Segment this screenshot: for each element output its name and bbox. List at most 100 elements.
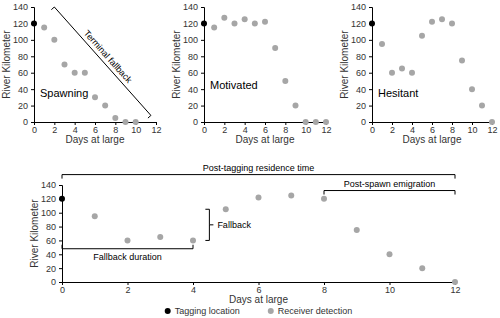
point (323, 119, 329, 125)
y-tick: 20 (356, 101, 372, 111)
x-tick-label: 10 (131, 125, 141, 135)
y-tick-label: 140 (13, 2, 28, 12)
point (112, 115, 118, 121)
y-tick-label: 20 (46, 264, 56, 274)
x-tick-label: 0 (370, 125, 375, 135)
series (369, 20, 375, 26)
point (429, 19, 435, 25)
y-tick: 40 (46, 250, 62, 260)
y-tick: 60 (188, 68, 204, 78)
y-tick-mark (31, 89, 34, 90)
point (211, 25, 217, 31)
x-tick-label: 0 (32, 125, 37, 135)
y-tick: 120 (183, 19, 204, 29)
x-tick-label: 12 (487, 125, 497, 135)
point (479, 103, 485, 109)
point (201, 20, 207, 26)
panel-title: Spawning (40, 87, 88, 99)
x-tick: 12 (151, 122, 161, 135)
x-axis-title: Days at large (236, 134, 295, 145)
y-tick: 100 (183, 35, 204, 45)
point (92, 213, 98, 219)
annotation: Post-spawn emigration (324, 179, 455, 195)
x-tick: 10 (467, 122, 477, 135)
y-tick: 120 (41, 194, 62, 204)
series (201, 20, 207, 26)
series (41, 25, 138, 125)
legend-marker (268, 308, 274, 314)
y-tick-label: 100 (351, 35, 366, 45)
y-tick: 140 (41, 180, 62, 190)
x-tick-label: 12 (450, 285, 460, 295)
annotation-bracket (205, 209, 213, 240)
x-tick-label: 12 (151, 125, 161, 135)
x-tick: 0 (60, 282, 65, 295)
series (31, 20, 37, 26)
marks (31, 20, 139, 125)
point (489, 119, 495, 125)
y-tick-mark (201, 122, 204, 123)
y-tick-label: 80 (46, 222, 56, 232)
y-tick-mark (369, 122, 372, 123)
y-tick: 40 (356, 85, 372, 95)
y-tick: 100 (13, 35, 34, 45)
x-tick-label: 10 (301, 125, 311, 135)
y-axis-title: River Kilometer (1, 30, 12, 99)
point (51, 37, 57, 43)
annotation-bracket (324, 191, 455, 195)
x-tick-label: 8 (322, 285, 327, 295)
point (409, 70, 415, 76)
y-tick: 120 (13, 19, 34, 29)
annotation-text: Post-tagging residence time (203, 163, 315, 173)
y-tick-mark (201, 56, 204, 57)
y-axis: 020406080100120140 (13, 2, 35, 127)
x-tick: 8 (322, 282, 327, 295)
panel-title: Motivated (210, 79, 258, 91)
y-axis-title: River Kilometer (171, 30, 182, 99)
point (313, 119, 319, 125)
y-tick: 20 (46, 264, 62, 274)
series (211, 15, 329, 125)
point (354, 227, 360, 233)
y-tick-mark (369, 7, 372, 8)
y-tick: 40 (18, 85, 34, 95)
y-tick-mark (31, 122, 34, 123)
y-tick-label: 80 (18, 52, 28, 62)
y-tick-mark (31, 106, 34, 107)
point (223, 206, 229, 212)
point (459, 57, 465, 63)
y-tick-label: 140 (183, 2, 198, 12)
x-tick: 4 (191, 282, 196, 295)
y-axis: 020406080100120140 (183, 2, 205, 127)
y-tick-mark (369, 56, 372, 57)
x-tick-label: 2 (390, 125, 395, 135)
y-tick: 0 (193, 117, 204, 127)
point (252, 20, 258, 26)
point (221, 15, 227, 21)
x-axis-title: Days at large (403, 134, 462, 145)
point (256, 194, 262, 200)
x-tick: 10 (385, 282, 395, 295)
y-axis: 020406080100120140 (351, 2, 373, 127)
y-tick-mark (201, 89, 204, 90)
x-tick: 2 (390, 122, 395, 135)
marks (59, 192, 458, 285)
y-tick-mark (59, 282, 62, 283)
y-tick: 40 (188, 85, 204, 95)
x-tick: 2 (52, 122, 57, 135)
y-axis-title: River Kilometer (29, 199, 40, 268)
panel: 024681012020406080100120140Days at large… (339, 2, 498, 145)
y-tick-label: 140 (351, 2, 366, 12)
point (399, 66, 405, 72)
point (31, 20, 37, 26)
y-tick-mark (59, 185, 62, 186)
y-tick-label: 120 (183, 19, 198, 29)
y-tick-label: 40 (18, 85, 28, 95)
point (262, 19, 268, 25)
x-axis-title: Days at large (66, 134, 125, 145)
point (92, 94, 98, 100)
y-tick-mark (31, 56, 34, 57)
y-tick-mark (59, 213, 62, 214)
panel: 024681012020406080100120140Days at large… (171, 2, 332, 145)
y-tick-label: 120 (351, 19, 366, 29)
